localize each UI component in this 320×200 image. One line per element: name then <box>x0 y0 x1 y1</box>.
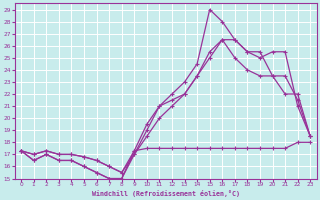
X-axis label: Windchill (Refroidissement éolien,°C): Windchill (Refroidissement éolien,°C) <box>92 190 240 197</box>
